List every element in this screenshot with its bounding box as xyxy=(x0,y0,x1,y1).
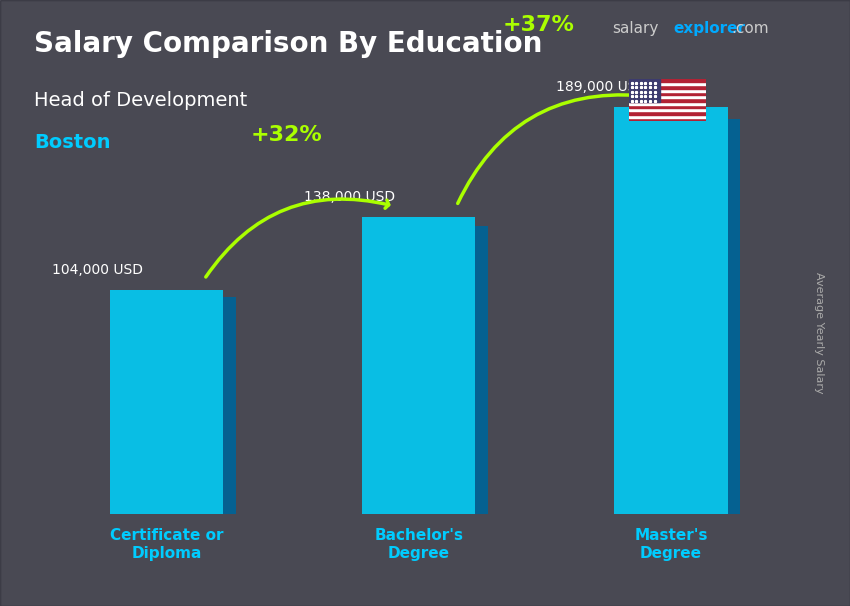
FancyBboxPatch shape xyxy=(110,290,224,514)
Text: 189,000 USD: 189,000 USD xyxy=(556,80,647,94)
Text: Average Yearly Salary: Average Yearly Salary xyxy=(814,273,824,394)
Bar xyxy=(629,98,706,102)
Text: 104,000 USD: 104,000 USD xyxy=(52,263,143,277)
FancyBboxPatch shape xyxy=(362,217,475,514)
Text: Salary Comparison By Education: Salary Comparison By Education xyxy=(34,30,542,58)
Text: Head of Development: Head of Development xyxy=(34,91,247,110)
FancyBboxPatch shape xyxy=(475,225,488,514)
Bar xyxy=(629,85,706,88)
Text: .com: .com xyxy=(731,21,768,36)
Bar xyxy=(629,88,706,92)
Bar xyxy=(629,82,706,85)
Bar xyxy=(629,79,660,102)
Bar xyxy=(629,105,706,108)
Bar xyxy=(629,115,706,118)
Bar xyxy=(629,102,706,105)
FancyBboxPatch shape xyxy=(728,119,740,514)
Bar xyxy=(629,118,706,121)
Text: salary: salary xyxy=(612,21,659,36)
Text: 138,000 USD: 138,000 USD xyxy=(303,190,395,204)
Bar xyxy=(629,79,706,82)
Bar xyxy=(629,112,706,115)
Text: +37%: +37% xyxy=(502,15,575,35)
FancyBboxPatch shape xyxy=(224,297,235,514)
Bar xyxy=(629,95,706,98)
Bar xyxy=(629,92,706,95)
Bar xyxy=(629,108,706,112)
Text: Boston: Boston xyxy=(34,133,110,152)
FancyBboxPatch shape xyxy=(615,107,728,514)
Text: explorer: explorer xyxy=(673,21,745,36)
Text: +32%: +32% xyxy=(251,125,322,145)
